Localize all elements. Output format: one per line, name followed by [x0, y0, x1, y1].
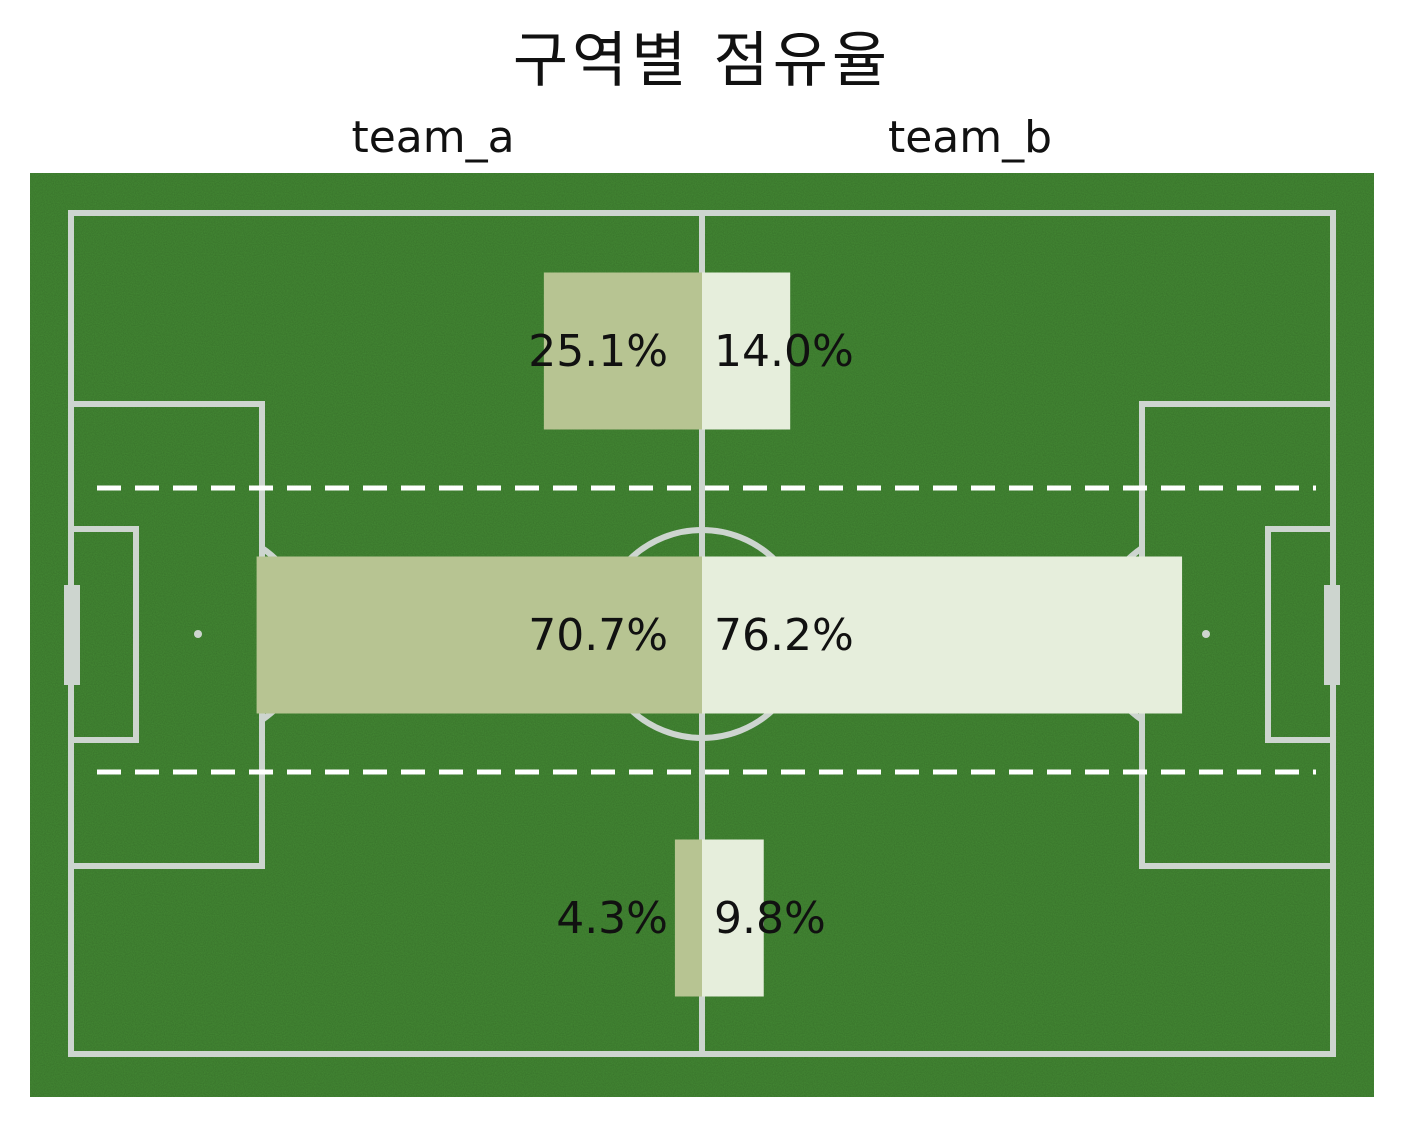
bar-team_a-top [543, 272, 702, 430]
zone-dividers [97, 485, 1316, 775]
left-penalty-spot [194, 630, 202, 638]
bar-label-team_b-top: 14.0% [714, 326, 854, 377]
bar-label-team_a-bottom: 4.3% [556, 893, 668, 944]
bar-team_b-top [702, 272, 791, 430]
right-goal [1324, 585, 1340, 685]
bar-team_a-bottom [674, 839, 702, 997]
pitch-spots-goals [64, 585, 1340, 685]
bar-marks [256, 272, 1183, 997]
bar-label-team_a-middle: 70.7% [528, 610, 668, 661]
right-penalty-spot [1202, 630, 1210, 638]
left-goal [64, 585, 80, 685]
team-a-label: team_a [351, 112, 515, 163]
bar-label-team_b-middle: 76.2% [714, 610, 854, 661]
bar-team_b-middle [702, 556, 1183, 714]
bar-team_b-bottom [702, 839, 764, 997]
bar-value-labels: 25.1% 14.0% 70.7% 76.2% 4.3% 9.8% [528, 326, 854, 944]
chart-title: 구역별 점유율 [512, 26, 892, 96]
bar-label-team_b-bottom: 9.8% [714, 893, 826, 944]
bar-team_a-middle [256, 556, 702, 714]
team-b-label: team_b [887, 112, 1053, 163]
bar-label-team_a-top: 25.1% [528, 326, 668, 377]
